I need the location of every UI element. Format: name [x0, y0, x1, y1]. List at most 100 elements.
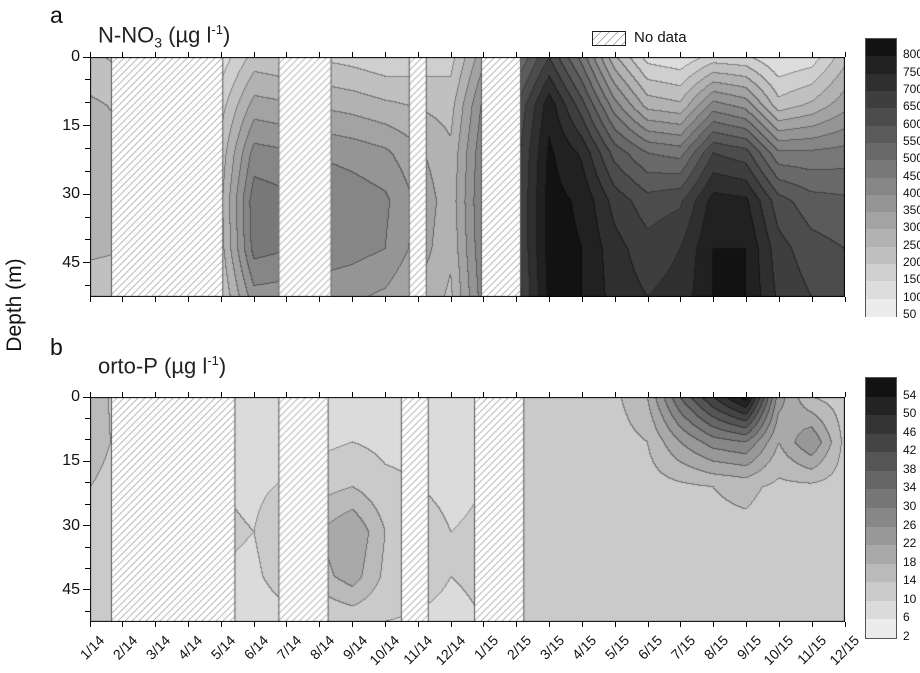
x-tick	[89, 392, 91, 397]
colorbar-label: 34	[903, 480, 917, 495]
x-tick	[680, 52, 682, 57]
x-tick	[384, 622, 386, 627]
y-tick	[85, 102, 90, 104]
x-tick	[647, 392, 649, 397]
x-tick	[417, 392, 419, 397]
x-tick	[614, 297, 616, 302]
x-tick	[844, 622, 846, 627]
y-tick	[85, 503, 90, 505]
x-tick	[286, 297, 288, 302]
x-tick	[483, 297, 485, 302]
colorbar-label: 300	[903, 220, 920, 235]
colorbar-label: 2	[903, 629, 910, 643]
y-tick	[85, 417, 90, 419]
colorbar-segment	[866, 229, 896, 248]
y-tick	[85, 567, 90, 569]
x-tick	[122, 297, 124, 302]
panel-b-letter: b	[50, 334, 63, 360]
panel-b-title-text: orto-P	[98, 353, 158, 379]
panel-a-title-unit: (µg l	[162, 22, 212, 48]
colorbar-label: 650	[903, 99, 920, 114]
panel-a-title-sub: 3	[154, 34, 163, 51]
x-tick	[122, 622, 124, 627]
x-tick	[778, 297, 780, 302]
colorbar-label: 42	[903, 443, 917, 458]
panel-a-title-sup: -1	[211, 22, 223, 37]
panel-a-title-close: )	[222, 22, 231, 48]
colorbar-segment	[866, 108, 896, 127]
x-tick	[811, 392, 813, 397]
colorbar-label: 6	[903, 610, 910, 625]
x-tick	[319, 52, 321, 57]
colorbar-label: 450	[903, 168, 920, 183]
x-tick	[746, 52, 748, 57]
y-axis-label: 30	[62, 185, 80, 203]
x-tick	[713, 297, 715, 302]
x-tick	[614, 52, 616, 57]
colorbar-segment	[866, 142, 896, 161]
colorbar-a	[865, 38, 897, 317]
x-tick	[450, 52, 452, 57]
y-tick	[83, 396, 90, 398]
x-tick	[450, 297, 452, 302]
x-tick	[450, 622, 452, 627]
y-axis-label: 0	[71, 48, 80, 65]
colorbar-label: 100	[903, 289, 920, 304]
x-tick	[811, 622, 813, 627]
colorbar-label: 38	[903, 461, 917, 476]
colorbar-label: 26	[903, 517, 917, 532]
colorbar-label: 18	[903, 554, 917, 569]
x-tick	[450, 392, 452, 397]
x-tick	[187, 622, 189, 627]
contour-plot-a	[90, 57, 845, 297]
panel-b-title: orto-P (µg l-1)	[98, 353, 226, 382]
x-tick	[778, 52, 780, 57]
x-tick	[286, 52, 288, 57]
colorbar-segment	[866, 619, 896, 639]
y-axis-label: 15	[62, 452, 80, 470]
colorbar-label: 800	[903, 47, 920, 62]
colorbar-segment	[866, 177, 896, 196]
x-axis-label: 12/15	[826, 632, 863, 669]
colorbar-label: 50	[903, 307, 917, 321]
x-tick	[319, 297, 321, 302]
y-tick	[83, 193, 90, 195]
colorbar-label: 14	[903, 573, 917, 588]
colorbar-segment	[866, 56, 896, 75]
x-tick	[155, 52, 157, 57]
colorbar-b	[865, 377, 897, 639]
x-tick	[746, 622, 748, 627]
colorbar-segment	[866, 298, 896, 317]
x-tick	[844, 392, 846, 397]
x-tick	[155, 392, 157, 397]
x-tick	[549, 297, 551, 302]
x-tick	[220, 52, 222, 57]
colorbar-label: 22	[903, 536, 917, 551]
x-tick	[516, 392, 518, 397]
x-tick	[155, 622, 157, 627]
contour-plot-b	[90, 397, 845, 622]
x-tick	[122, 392, 124, 397]
x-tick	[844, 297, 846, 302]
y-axis-label: 15	[62, 116, 80, 134]
x-tick	[122, 52, 124, 57]
x-tick	[352, 392, 354, 397]
colorbar-label: 54	[903, 387, 917, 402]
y-tick	[85, 610, 90, 612]
panel-a-letter: a	[50, 2, 63, 28]
colorbar-segment	[866, 526, 896, 546]
colorbar-label: 350	[903, 203, 920, 218]
x-tick	[811, 52, 813, 57]
colorbar-segment	[866, 90, 896, 109]
x-tick	[680, 622, 682, 627]
y-tick	[85, 170, 90, 172]
x-tick	[483, 622, 485, 627]
colorbar-label: 750	[903, 64, 920, 79]
x-tick	[286, 622, 288, 627]
x-tick	[187, 392, 189, 397]
colorbar-segment	[866, 281, 896, 300]
x-tick	[319, 392, 321, 397]
x-tick	[614, 622, 616, 627]
colorbar-label: 50	[903, 406, 917, 421]
